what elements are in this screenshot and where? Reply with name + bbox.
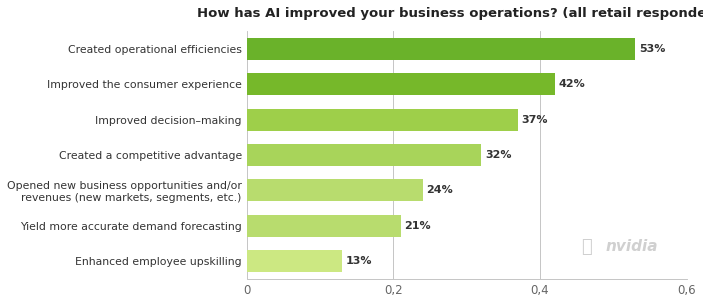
Bar xyxy=(247,38,636,60)
Text: nvidia: nvidia xyxy=(605,240,658,254)
Bar xyxy=(247,109,518,130)
Title: How has AI improved your business operations? (all retail respondents): How has AI improved your business operat… xyxy=(198,7,703,20)
Text: 32%: 32% xyxy=(485,150,512,160)
Bar xyxy=(247,215,401,237)
Text: 24%: 24% xyxy=(427,185,453,195)
Text: 42%: 42% xyxy=(558,79,585,89)
Text: Ⓝ: Ⓝ xyxy=(581,238,592,256)
Bar xyxy=(247,144,482,166)
Text: 13%: 13% xyxy=(346,257,372,266)
Text: 37%: 37% xyxy=(522,115,548,125)
Bar xyxy=(247,73,555,95)
Bar xyxy=(247,179,423,202)
Bar xyxy=(247,250,342,272)
Text: 53%: 53% xyxy=(639,43,666,54)
Text: 21%: 21% xyxy=(404,221,431,231)
